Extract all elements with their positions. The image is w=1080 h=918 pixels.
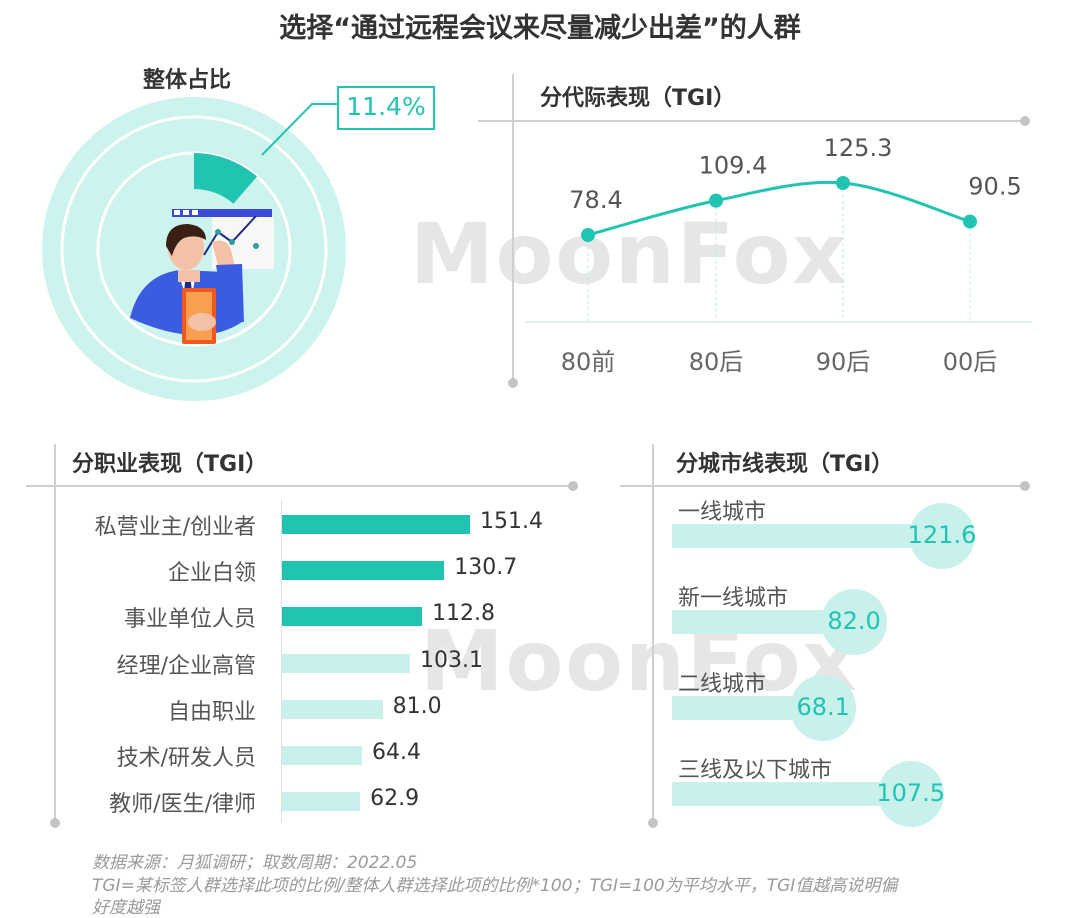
donut-leader-line (261, 103, 338, 156)
generation-top-axis-end (1020, 116, 1030, 126)
occupation-category-label: 企业白领 (167, 561, 256, 587)
occupation-value-label: 151.4 (480, 509, 543, 534)
occupation-value-label: 103.1 (420, 647, 483, 673)
generation-title-bg (528, 76, 768, 120)
occupation-bar (282, 746, 362, 765)
occupation-title-bg (62, 442, 302, 484)
occupation-value-label: 112.8 (432, 601, 496, 627)
occupation-bar (282, 561, 445, 581)
city-value-label: 121.6 (907, 521, 977, 549)
city-category-label: 三线及以下城市 (678, 758, 833, 783)
donut-white-band (60, 115, 328, 383)
occupation-category-label: 事业单位人员 (123, 607, 256, 633)
generation-category-label: 80后 (689, 348, 744, 376)
city-category-label: 新一线城市 (678, 586, 789, 611)
city-top-axis-end (1020, 481, 1030, 491)
city-left-axis (652, 444, 654, 822)
occupation-value-label: 81.0 (392, 693, 442, 719)
city-left-axis-end (648, 818, 658, 828)
generation-point (836, 176, 850, 190)
overall-value-label: 11.4% (346, 92, 426, 121)
city-value-circle (790, 675, 857, 741)
occupation-value-label: 62.9 (370, 786, 420, 812)
footnote-tgi: TGI=某标签人群选择此项的比例/整体人群选择此项的比例*100；TGI=100… (92, 876, 898, 896)
generation-title: 分代际表现（TGI） (540, 86, 736, 111)
generation-value-label: 90.5 (968, 173, 1021, 201)
generation-value-label: 78.4 (569, 186, 622, 214)
occupation-bar (282, 607, 423, 627)
generation-category-label: 80前 (561, 348, 616, 376)
city-title: 分城市线表现（TGI） (676, 452, 894, 477)
occupation-bar (282, 792, 361, 812)
overall-title: 整体占比 (143, 68, 232, 93)
generation-top-axis (478, 120, 1024, 122)
city-value-circle (821, 589, 888, 655)
city-value-label: 82.0 (827, 607, 881, 635)
occupation-baseline (281, 500, 282, 822)
occupation-left-axis-end (50, 818, 60, 828)
occupation-top-axis-end (568, 481, 578, 491)
footnote-source: 数据来源：月狐调研；取数周期：2022.05 (92, 853, 418, 873)
generation-point (963, 214, 977, 229)
city-category-label: 一线城市 (678, 500, 767, 525)
generation-category-label: 00后 (943, 348, 998, 376)
generation-series-line (587, 180, 971, 237)
occupation-category-label: 自由职业 (167, 699, 256, 725)
footnote-tgi-cont: 好度越强 (92, 898, 160, 918)
city-value-circle (909, 503, 975, 569)
city-top-axis (620, 485, 1024, 487)
city-bar (672, 524, 942, 548)
occupation-category-label: 教师/医生/律师 (109, 792, 256, 818)
city-value-label: 68.1 (796, 693, 850, 721)
occupation-top-axis (26, 485, 572, 487)
generation-value-label: 109.4 (699, 152, 768, 180)
occupation-category-label: 技术/研发人员 (116, 746, 256, 771)
generation-left-axis (512, 74, 514, 382)
generation-value-label: 125.3 (824, 134, 893, 162)
city-title-bg (664, 442, 924, 484)
generation-point (709, 193, 723, 208)
overall-donut (42, 97, 346, 401)
occupation-title: 分职业表现（TGI） (72, 452, 268, 477)
occupation-bar (282, 699, 383, 719)
occupation-bar (282, 515, 470, 534)
occupation-bar (282, 653, 411, 673)
occupation-category-label: 私营业主/创业者 (94, 515, 256, 540)
donut-slice (194, 153, 258, 204)
person-illustration (130, 209, 274, 344)
generation-left-axis-end (508, 378, 518, 388)
occupation-category-label: 经理/企业高管 (116, 653, 256, 679)
overall-value-box (337, 86, 435, 130)
city-value-label: 107.5 (876, 779, 946, 807)
city-category-label: 二线城市 (678, 672, 767, 697)
city-value-circle (877, 761, 944, 827)
watermark-top: MoonFox (410, 205, 849, 303)
generation-point (581, 228, 595, 242)
generation-category-label: 90后 (816, 348, 871, 376)
generation-line-chart: 78.4 80前 109.4 80后 125.3 90后 90.5 00后 (525, 134, 1032, 376)
city-bar (672, 782, 911, 806)
page-title: 选择“通过远程会议来尽量减少出差”的人群 (279, 13, 801, 44)
occupation-left-axis (54, 444, 56, 822)
occupation-value-label: 64.4 (371, 740, 421, 765)
occupation-value-label: 130.7 (454, 555, 518, 581)
